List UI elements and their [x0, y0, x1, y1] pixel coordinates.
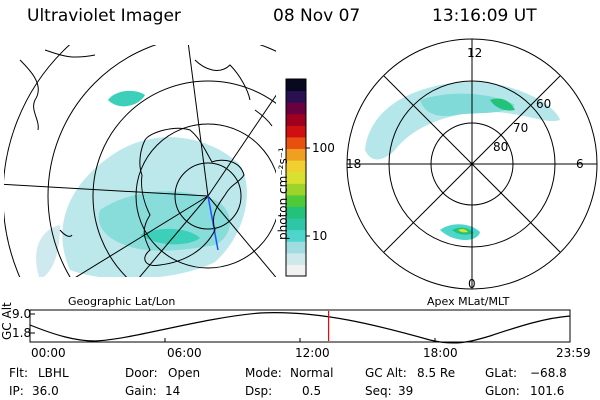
apex-polar-plot: [346, 38, 598, 290]
colorbar-ticks: [306, 147, 310, 237]
aurora-peak-right: [490, 98, 515, 111]
gain-label: Gain:: [125, 384, 157, 398]
mode-value: Normal: [290, 366, 334, 380]
glon-value: 101.6: [530, 384, 565, 398]
coastlines: [19, 49, 273, 267]
mlat-label-70: 70: [513, 121, 529, 135]
colorbar-swatch: [286, 229, 306, 242]
altitude-curve: [29, 312, 571, 344]
flt-label: Flt:: [9, 366, 28, 380]
mlt-label-0: 0: [468, 277, 476, 291]
colorbar-tick-100: 100: [312, 141, 335, 155]
colorbar-swatch: [286, 79, 306, 92]
time-label: 13:16:09 UT: [432, 6, 537, 26]
gcalt-label: GC Alt:: [365, 366, 407, 380]
aurora-oval-right: [365, 81, 560, 160]
altitude-xticks: [164, 338, 436, 342]
altitude-xtick-1800: 18:00: [423, 346, 458, 360]
colorbar-swatch: [286, 252, 306, 265]
colorbar-swatch: [286, 102, 306, 115]
glat-value: −68.8: [530, 366, 567, 380]
altitude-xtick-0000: 00:00: [31, 346, 66, 360]
seq-label: Seq:: [365, 384, 392, 398]
mode-label: Mode:: [245, 366, 282, 380]
altitude-xtick-0600: 06:00: [167, 346, 202, 360]
gcalt-value: 8.5 Re: [417, 366, 456, 380]
colorbar-swatch: [286, 218, 306, 231]
latitude-circles: [4, 45, 276, 277]
ip-label: IP:: [9, 384, 24, 398]
mlat-label-80: 80: [493, 140, 509, 154]
flt-value: LBHL: [38, 366, 69, 380]
colorbar-swatch: [286, 206, 306, 219]
colorbar-swatch: [286, 90, 306, 103]
glat-label: GLat:: [485, 366, 518, 380]
colorbar-frame: [285, 78, 307, 277]
colorbar-swatch: [286, 113, 306, 126]
colorbar-swatch: [286, 136, 306, 150]
instrument-title: Ultraviolet Imager: [27, 6, 181, 26]
altitude-yticks: [30, 313, 35, 334]
colorbar-swatch: [286, 148, 306, 161]
aurora-edge-left: [36, 225, 60, 277]
aurora-patch-left: [108, 90, 145, 107]
date-label: 08 Nov 07: [273, 6, 361, 26]
altitude-ytick-1-8: 1.8: [12, 326, 32, 340]
altitude-xtick-1200: 12:00: [295, 346, 330, 360]
colorbar-swatch: [286, 194, 306, 207]
left-panel-caption: Geographic Lat/Lon: [68, 295, 176, 308]
colorbar-swatch: [286, 264, 306, 277]
colorbar-swatch: [286, 171, 306, 184]
colorbar-swatch: [286, 183, 306, 196]
aurora-core-left: [140, 228, 200, 245]
geographic-map: [4, 45, 276, 277]
mlt-label-18: 18: [346, 157, 362, 171]
aurora-hot-right: [458, 228, 468, 233]
mlt-diagonal-line-b: [383, 75, 561, 253]
mlt-label-12: 12: [467, 46, 483, 60]
mlat-label-60: 60: [536, 97, 552, 111]
colorbar: [285, 78, 307, 277]
aurora-band-right: [420, 93, 515, 117]
right-panel-caption: Apex MLat/MLT: [427, 295, 510, 308]
seq-value: 39: [398, 384, 414, 398]
altitude-plot-frame: [29, 309, 571, 343]
mlt-label-6: 6: [576, 157, 584, 171]
gain-value: 14: [165, 384, 181, 398]
glon-label: GLon:: [485, 384, 520, 398]
dsp-label: Dsp:: [245, 384, 273, 398]
door-label: Door:: [125, 366, 158, 380]
dsp-value: 0.5: [302, 384, 322, 398]
meridian-lines: [4, 45, 276, 277]
sun-direction-line: [207, 195, 219, 251]
door-value: Open: [168, 366, 201, 380]
altitude-ytick-9: 9.0: [12, 307, 32, 321]
colorbar-swatch: [286, 125, 306, 138]
ip-value: 36.0: [32, 384, 59, 398]
colorbar-swatch: [286, 160, 306, 173]
colorbar-tick-10: 10: [312, 229, 328, 243]
altitude-xtick-2359: 23:59: [556, 346, 591, 360]
colorbar-unit-label: photon cm⁻²s⁻¹: [276, 147, 290, 240]
colorbar-swatch: [286, 241, 306, 254]
